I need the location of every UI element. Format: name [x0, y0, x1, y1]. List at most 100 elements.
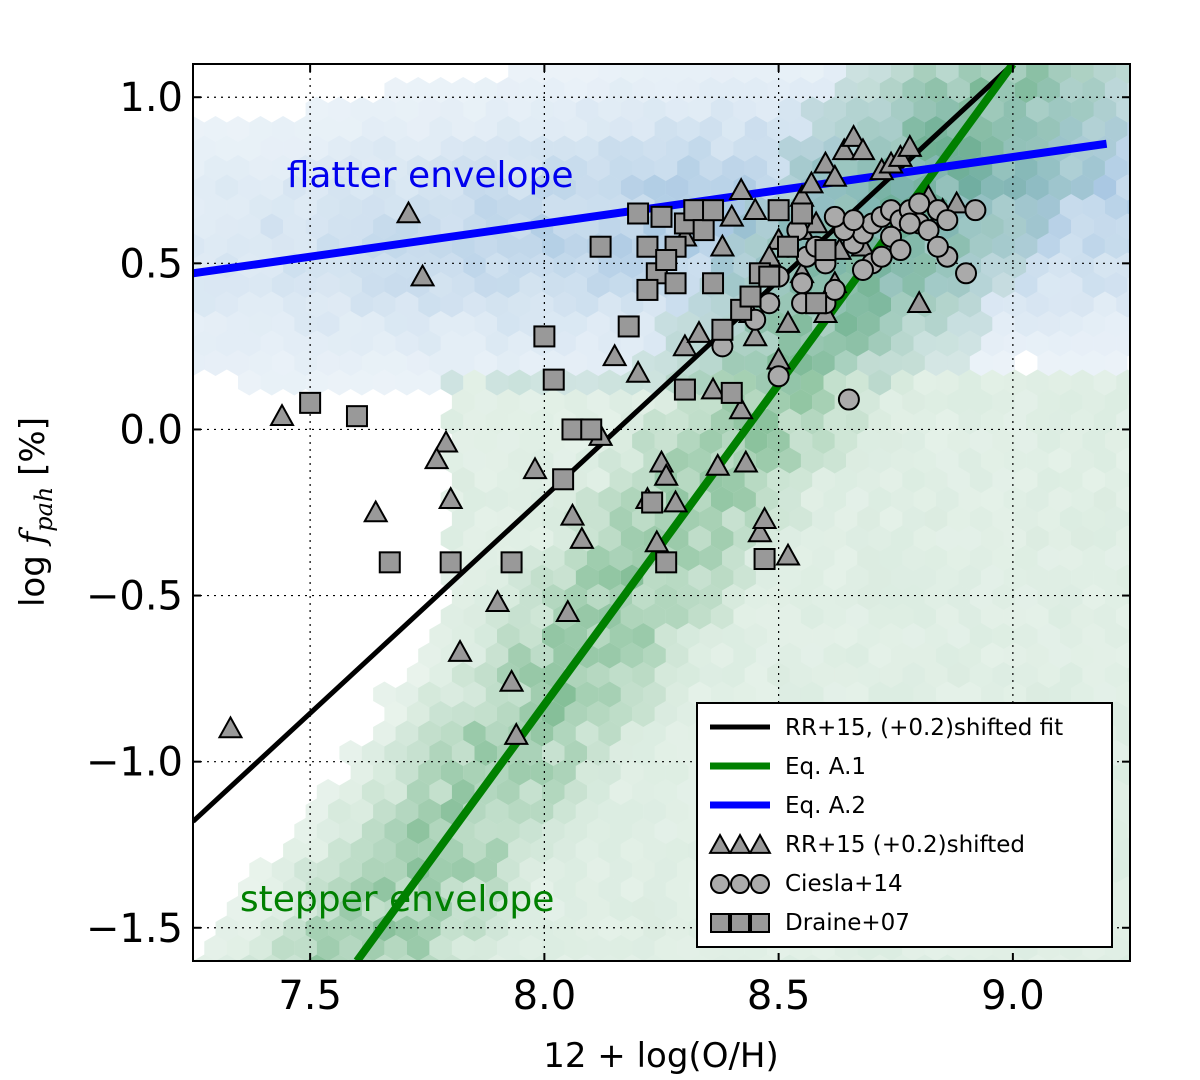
- hexbin-green: [744, 350, 768, 376]
- hexbin-blue: [1116, 64, 1130, 84]
- hexbin-green: [1037, 38, 1060, 64]
- hexbin-blue: [395, 96, 419, 123]
- x-tick-label: 9.0: [981, 973, 1045, 1019]
- point-square: [627, 202, 650, 225]
- hexbin-green: [463, 642, 486, 669]
- hexbin-blue: [891, 96, 914, 123]
- hexbin-green: [981, 603, 1004, 630]
- hexbin-green: [699, 623, 723, 649]
- hexbin-blue: [1026, 252, 1049, 279]
- hexbin-blue: [1116, 291, 1130, 318]
- hexbin-green: [834, 662, 858, 688]
- hexbin-green: [271, 935, 295, 961]
- hexbin-green: [643, 876, 666, 903]
- point-square: [617, 315, 640, 338]
- hexbin-blue: [271, 350, 295, 376]
- hexbin-green: [620, 408, 644, 435]
- hexbin-green: [1060, 38, 1083, 64]
- hexbin-green: [497, 701, 520, 727]
- hexbin-blue: [508, 174, 531, 201]
- hexbin-green: [474, 935, 497, 961]
- hexbin-green: [970, 38, 993, 64]
- hexbin-green: [1082, 116, 1105, 142]
- hexbin-blue: [981, 135, 1004, 162]
- hexbin-green: [1082, 545, 1105, 571]
- point-square: [636, 235, 659, 258]
- hexbin-green: [384, 779, 407, 805]
- hexbin-green: [891, 525, 914, 552]
- hexbin-blue: [1048, 174, 1072, 201]
- hexbin-blue: [1037, 233, 1060, 259]
- hexbin-green: [834, 545, 858, 571]
- hexbin-green: [429, 740, 452, 766]
- hexbin-green: [789, 428, 813, 454]
- hexbin-green: [688, 291, 711, 318]
- hexbin-green: [913, 954, 936, 961]
- hexbin-green: [463, 876, 486, 903]
- hexbin-green: [1003, 642, 1027, 669]
- hexbin-blue: [688, 135, 711, 162]
- hexbin-green: [958, 291, 982, 318]
- hexbin-green: [1116, 447, 1130, 474]
- hexbin-green: [294, 818, 317, 844]
- hexbin-green: [800, 96, 824, 123]
- hexbin-green: [722, 506, 745, 532]
- hexbin-blue: [350, 135, 374, 162]
- hexbin-green: [947, 467, 970, 493]
- hexbin-green: [834, 350, 858, 376]
- hexbin-green: [1139, 721, 1162, 747]
- hexbin-green: [497, 818, 520, 844]
- hexbin-blue: [1139, 136, 1162, 162]
- hexbin-green: [677, 740, 700, 766]
- hexbin-green: [485, 798, 509, 825]
- hexbin-green: [530, 603, 554, 630]
- hexbin-green: [1139, 409, 1162, 435]
- hexbin-green: [665, 915, 689, 942]
- hexbin-green: [902, 389, 925, 415]
- point-square: [664, 272, 687, 295]
- hexbin-blue: [598, 291, 621, 318]
- point-square: [702, 199, 725, 222]
- hexbin-green: [440, 603, 464, 630]
- point-square: [673, 378, 696, 401]
- hexbin-blue: [171, 214, 194, 240]
- hexbin-green: [1037, 506, 1060, 532]
- hexbin-green: [1003, 174, 1027, 201]
- hexbin-green: [1037, 116, 1060, 142]
- hexbin-blue: [474, 272, 497, 298]
- hexbin-green: [519, 662, 542, 688]
- hexbin-green: [744, 662, 768, 688]
- hexbin-blue: [722, 77, 745, 103]
- hexbin-blue: [553, 96, 576, 123]
- hexbin-green: [1082, 584, 1105, 610]
- hexbin-green: [474, 857, 497, 883]
- hexbin-green: [440, 915, 464, 942]
- hexbin-green: [406, 896, 430, 922]
- point-triangle: [503, 722, 529, 745]
- hexbin-green: [654, 701, 678, 727]
- hexbin-green: [879, 467, 903, 493]
- hexbin-blue: [497, 194, 520, 220]
- hexbin-green: [1071, 525, 1094, 552]
- hexbin-green: [373, 837, 396, 864]
- hexbin-green: [350, 915, 374, 942]
- hexbin-green: [451, 506, 475, 532]
- hexbin-green: [665, 642, 689, 669]
- point-square: [378, 551, 401, 574]
- hexbin-blue: [575, 252, 599, 279]
- hexbin-blue: [1014, 194, 1038, 220]
- hexbin-green: [451, 935, 475, 961]
- hexbin-blue: [193, 155, 205, 181]
- hexbin-blue: [654, 116, 678, 142]
- hexbin-blue: [519, 194, 542, 220]
- hexbin-green: [868, 525, 891, 552]
- hexbin-green: [767, 428, 790, 454]
- hexbin-blue: [429, 350, 452, 376]
- hexbin-blue: [1104, 194, 1128, 220]
- hexbin-green: [1139, 799, 1162, 825]
- hexbin-green: [451, 779, 475, 805]
- hexbin-green: [1059, 428, 1083, 454]
- hexbin-green: [609, 701, 633, 727]
- hexbin-blue: [530, 96, 554, 123]
- hexbin-green: [846, 642, 869, 669]
